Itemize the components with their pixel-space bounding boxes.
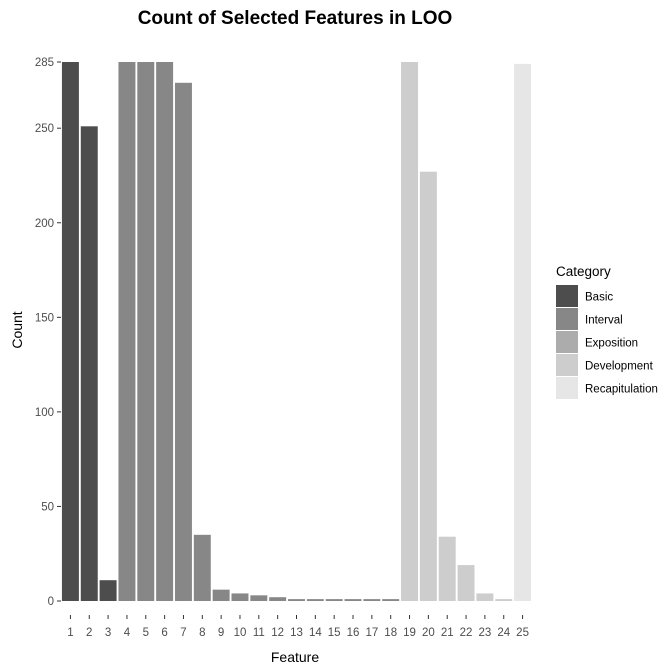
bar-feature-17 bbox=[363, 599, 381, 601]
x-tick-label: 14 bbox=[309, 627, 322, 639]
bar-feature-7 bbox=[174, 82, 192, 601]
x-tick-label: 8 bbox=[199, 627, 205, 639]
bar-feature-5 bbox=[137, 62, 155, 601]
bar-feature-9 bbox=[212, 589, 230, 601]
legend-key bbox=[556, 354, 578, 376]
x-tick-label: 22 bbox=[460, 627, 473, 639]
legend-label: Basic bbox=[585, 292, 613, 304]
y-tick-label: 250 bbox=[35, 123, 54, 135]
bar-feature-12 bbox=[269, 597, 287, 601]
bar-feature-21 bbox=[438, 536, 456, 601]
bar-feature-18 bbox=[382, 599, 400, 601]
x-tick-label: 9 bbox=[218, 627, 224, 639]
bar-feature-22 bbox=[457, 565, 475, 601]
x-tick-label: 24 bbox=[497, 627, 510, 639]
x-tick-label: 16 bbox=[347, 627, 360, 639]
bar-feature-1 bbox=[61, 62, 79, 601]
x-axis-title: Feature bbox=[271, 649, 319, 664]
y-tick-label: 0 bbox=[48, 596, 54, 608]
bar-feature-6 bbox=[156, 62, 174, 601]
x-tick-label: 7 bbox=[180, 627, 186, 639]
bar-feature-4 bbox=[118, 62, 136, 601]
bar-feature-24 bbox=[495, 599, 513, 601]
bar-feature-25 bbox=[514, 63, 532, 601]
y-tick-label: 200 bbox=[35, 218, 54, 230]
legend-key bbox=[556, 331, 578, 353]
bar-feature-3 bbox=[99, 580, 117, 601]
bar-feature-11 bbox=[250, 595, 268, 601]
x-tick-label: 17 bbox=[365, 627, 378, 639]
x-tick-label: 19 bbox=[403, 627, 416, 639]
y-axis-title: Count bbox=[9, 311, 25, 348]
x-tick-label: 1 bbox=[67, 627, 73, 639]
x-tick-label: 25 bbox=[516, 627, 529, 639]
x-axis: 1 2 3 4 5 6 7 8 9 10 11 12 13 14 15 16 17 18 19 20 21 22 23 24 2… bbox=[67, 615, 529, 639]
x-tick-label: 11 bbox=[253, 627, 265, 639]
bar-feature-10 bbox=[231, 593, 249, 601]
legend-key bbox=[556, 308, 578, 330]
bar-feature-19 bbox=[401, 62, 419, 601]
bars bbox=[61, 62, 532, 601]
y-tick-label: 285 bbox=[35, 57, 54, 69]
x-tick-label: 20 bbox=[422, 627, 435, 639]
legend-label: Exposition bbox=[585, 338, 638, 350]
x-tick-label: 2 bbox=[86, 627, 92, 639]
legend-key bbox=[556, 377, 578, 399]
x-tick-label: 23 bbox=[479, 627, 492, 639]
x-tick-label: 18 bbox=[384, 627, 397, 639]
x-tick-label: 3 bbox=[105, 627, 111, 639]
x-tick-label: 10 bbox=[234, 627, 247, 639]
x-tick-label: 12 bbox=[271, 627, 284, 639]
bar-feature-20 bbox=[419, 171, 437, 601]
x-tick-label: 4 bbox=[124, 627, 131, 639]
y-axis: 0 50 100 150 200 250 285 bbox=[35, 57, 61, 608]
legend-title: Category bbox=[556, 264, 611, 279]
legend-label: Interval bbox=[585, 315, 623, 327]
bar-feature-13 bbox=[288, 599, 305, 601]
x-tick-label: 6 bbox=[161, 627, 167, 639]
bar-feature-14 bbox=[306, 599, 324, 601]
y-tick-label: 150 bbox=[35, 312, 54, 324]
bar-feature-15 bbox=[325, 599, 343, 601]
legend-label: Recapitulation bbox=[585, 384, 658, 396]
x-tick-label: 15 bbox=[328, 627, 341, 639]
bar-feature-2 bbox=[80, 126, 98, 601]
bar-feature-16 bbox=[344, 599, 362, 601]
x-tick-label: 13 bbox=[290, 627, 303, 639]
bar-feature-8 bbox=[193, 534, 211, 601]
y-tick-label: 100 bbox=[35, 407, 54, 419]
x-tick-label: 21 bbox=[441, 627, 454, 639]
bar-feature-23 bbox=[476, 593, 494, 601]
x-tick-label: 5 bbox=[143, 627, 149, 639]
legend: Category Basic Interval Exposition Developm… bbox=[556, 264, 658, 399]
legend-key bbox=[556, 285, 578, 307]
chart-title: Count of Selected Features in LOO bbox=[138, 8, 453, 29]
y-tick-label: 50 bbox=[41, 501, 54, 513]
legend-label: Development bbox=[585, 361, 654, 373]
